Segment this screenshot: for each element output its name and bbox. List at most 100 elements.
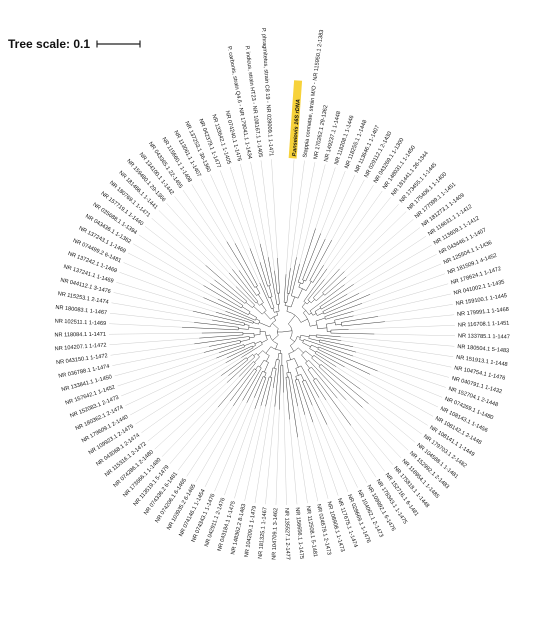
tree-branch [318, 346, 330, 352]
tree-arc [303, 301, 308, 305]
tree-branch [323, 309, 334, 315]
tree-branch [251, 293, 259, 302]
leaf-connector-line [195, 400, 243, 483]
tree-branch [335, 332, 375, 335]
tree-branch [317, 327, 327, 329]
tree-branch [321, 361, 361, 390]
tree-branch [239, 324, 245, 326]
leaf-connector-line [144, 226, 215, 281]
tree-branch [286, 293, 289, 303]
tree-branch [199, 335, 232, 339]
tree-branch [341, 324, 353, 327]
tree-branch [277, 257, 280, 288]
tree-branch [319, 341, 326, 345]
tree-branch [308, 238, 326, 275]
leaf-label: NR 118084.1 1-1471 [54, 332, 106, 339]
tree-branch [320, 384, 352, 426]
tree-branch [274, 359, 277, 369]
leaf-connector-line [133, 243, 204, 286]
leaf-connector-line [234, 405, 262, 499]
tree-branch [288, 315, 296, 325]
leaf-connector-line [344, 211, 407, 272]
tree-arc [298, 286, 307, 291]
leaf-connector-line [340, 336, 455, 347]
tree-branch [306, 301, 310, 305]
tree-branch [234, 243, 255, 281]
tree-branch [339, 315, 354, 320]
tree-branch [305, 350, 313, 357]
tree-branch [216, 347, 242, 359]
tree-branch [268, 285, 273, 297]
tree-branch [251, 289, 257, 296]
tree-branch [323, 337, 342, 341]
tree-branch [282, 372, 284, 393]
tree-branch [272, 373, 276, 388]
tree-branch [205, 265, 243, 298]
tree-branch [225, 311, 249, 320]
tree-branch [328, 350, 378, 372]
tree-branch [290, 345, 295, 352]
tree-branch [260, 376, 264, 383]
tree-branch [242, 371, 260, 401]
tree-branch [254, 280, 258, 286]
tree-branch [311, 344, 319, 349]
tree-branch [344, 316, 379, 322]
leaf-connector-line [254, 387, 274, 503]
tree-branch [247, 356, 255, 364]
leaf-connector-line [125, 357, 227, 406]
tree-branch [309, 389, 328, 425]
tree-arc [256, 293, 261, 296]
tree-branch [294, 358, 299, 368]
tree-branch [314, 353, 325, 360]
leaf-connector-line [353, 283, 449, 312]
tree-branch [320, 364, 328, 370]
leaf-connector-line [109, 332, 202, 335]
leaf-connector-line [116, 282, 216, 313]
tree-arc [265, 331, 268, 340]
leaf-connector-line [151, 218, 206, 266]
tree-branch [286, 381, 290, 420]
tree-arc [248, 336, 250, 340]
tree-branch [277, 353, 280, 360]
tree-branch [250, 280, 255, 288]
tree-branch [327, 341, 354, 347]
tree-arc [288, 323, 293, 339]
leaf-connector-line [370, 374, 438, 408]
tree-branch [295, 380, 298, 388]
leaf-connector-line [283, 392, 287, 505]
tree-branch [239, 309, 249, 315]
tree-branch [194, 322, 235, 328]
leaf-connector-line [312, 405, 349, 492]
leaf-connector-line [204, 402, 247, 487]
tree-branch [334, 318, 340, 321]
tree-branch [325, 271, 345, 290]
tree-arc [252, 354, 255, 358]
leaf-connector-line [110, 343, 195, 356]
leaf-connector-line [326, 190, 383, 269]
leaf-connector-line [166, 203, 230, 274]
tree-branch [297, 336, 301, 338]
leaf-connector-line [297, 406, 319, 502]
tree-branch [305, 273, 310, 282]
tree-branch [314, 342, 354, 357]
tree-branch [247, 319, 254, 322]
tree-branch [251, 363, 256, 368]
tree-branch [286, 372, 288, 378]
tree-branch [268, 303, 272, 310]
tree-branch [251, 298, 257, 304]
tree-branch [273, 316, 276, 321]
tree-arc [305, 360, 309, 364]
tree-branch [265, 346, 272, 354]
tree-branch [300, 318, 308, 323]
tree-branch [209, 341, 236, 347]
tree-branch [238, 328, 249, 330]
tree-branch [254, 334, 261, 336]
leaf-connector-line [214, 397, 255, 492]
tree-branch [316, 336, 324, 339]
leaf-label: NR 133785.1 1-1447 [458, 333, 510, 340]
leaf-connector-line [290, 160, 305, 269]
tree-branch [327, 293, 348, 306]
leaf-connector-line [377, 370, 443, 398]
tree-arc [262, 310, 267, 315]
